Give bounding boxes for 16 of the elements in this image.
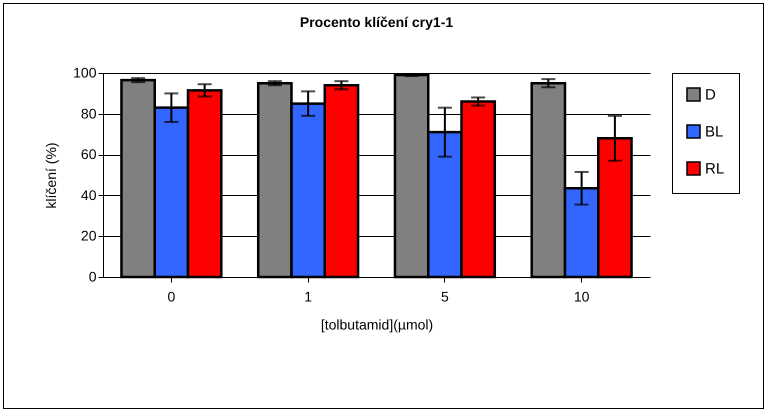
y-tick-label: 0 [88,268,97,284]
x-axis-title: [tolbutamid](µmol) [320,316,434,332]
legend-label: RL [705,160,724,178]
y-tick-label: 20 [80,228,97,244]
x-tick-label: 0 [167,288,176,304]
x-tick-label: 5 [440,288,449,304]
y-tick-label: 80 [80,105,97,122]
y-tick-label: 60 [80,146,97,162]
y-tick-label: 40 [80,186,97,203]
legend-label: BL [705,124,724,140]
chart-title: Procento klíčení cry1-1 [300,14,454,30]
x-tick-label: 10 [574,288,590,304]
legend-label: D [705,86,716,104]
y-tick-label: 100 [73,64,97,80]
y-axis-title: klíčení (%) [43,142,60,209]
x-tick-label: 1 [304,288,312,304]
